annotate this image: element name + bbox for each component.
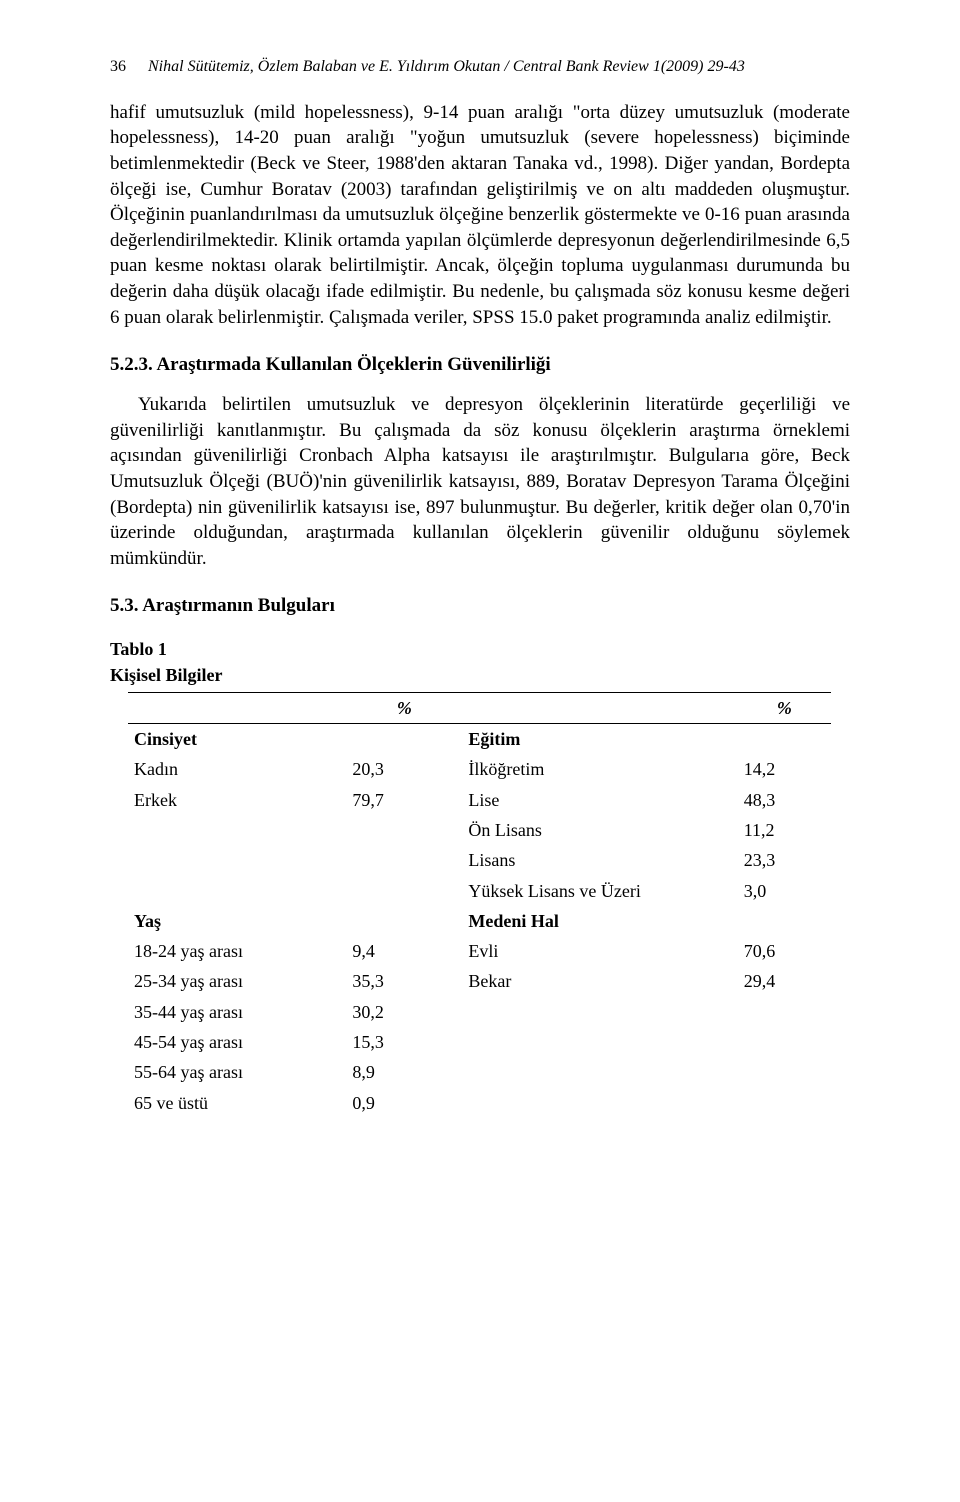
cell-value: 35,3 [346,966,462,996]
cell-value: 9,4 [346,936,462,966]
paragraph-2: Yukarıda belirtilen umutsuzluk ve depres… [110,392,850,571]
cell-label: 25-34 yaş arası [128,966,346,996]
section-heading-5-2-3: 5.2.3. Araştırmada Kullanılan Ölçeklerin… [110,352,850,378]
table-row: 35-44 yaş arası 30,2 [128,997,831,1027]
cell-value: 11,2 [738,815,831,845]
cell-value: 14,2 [738,754,831,784]
table-row: Yüksek Lisans ve Üzeri 3,0 [128,876,831,906]
cell-label: 18-24 yaş arası [128,936,346,966]
cell-value: 79,7 [346,785,462,815]
group-medeni-hal: Medeni Hal [462,906,737,936]
cell-label: 45-54 yaş arası [128,1027,346,1057]
table-subcaption: Kişisel Bilgiler [110,663,850,687]
cell-value: 30,2 [346,997,462,1027]
cell-label: 55-64 yaş arası [128,1057,346,1087]
cell-value: 48,3 [738,785,831,815]
table-row: 25-34 yaş arası 35,3 Bekar 29,4 [128,966,831,996]
cell-label: Bekar [462,966,737,996]
table-row: 65 ve üstü 0,9 [128,1088,831,1118]
page-header: 36 Nihal Sütütemiz, Özlem Balaban ve E. … [110,56,850,78]
cell-label: Yüksek Lisans ve Üzeri [462,876,737,906]
pct-header-left: % [346,692,462,723]
section-heading-5-3: 5.3. Araştırmanın Bulguları [110,593,850,619]
cell-value: 20,3 [346,754,462,784]
pct-header-right: % [738,692,831,723]
cell-value: 70,6 [738,936,831,966]
cell-label: İlköğretim [462,754,737,784]
table-row: 45-54 yaş arası 15,3 [128,1027,831,1057]
cell-label: Ön Lisans [462,815,737,845]
cell-label: Erkek [128,785,346,815]
cell-value: 0,9 [346,1088,462,1118]
cell-label: Kadın [128,754,346,784]
cell-label: 35-44 yaş arası [128,997,346,1027]
table-row: 55-64 yaş arası 8,9 [128,1057,831,1087]
group-yas: Yaş [128,906,346,936]
table-row: Ön Lisans 11,2 [128,815,831,845]
table-row: 18-24 yaş arası 9,4 Evli 70,6 [128,936,831,966]
cell-value: 15,3 [346,1027,462,1057]
table-kisisel-bilgiler: % % Cinsiyet Eğitim Kadın 20,3 İlköğreti… [128,692,831,1118]
cell-value: 29,4 [738,966,831,996]
cell-value: 23,3 [738,845,831,875]
cell-label: 65 ve üstü [128,1088,346,1118]
cell-value: 8,9 [346,1057,462,1087]
paragraph-1: hafif umutsuzluk (mild hopelessness), 9-… [110,100,850,331]
table-row: Kadın 20,3 İlköğretim 14,2 [128,754,831,784]
table-row: Lisans 23,3 [128,845,831,875]
table-caption: Tablo 1 [110,637,850,661]
group-cinsiyet: Cinsiyet [128,724,346,755]
cell-label: Lisans [462,845,737,875]
group-egitim: Eğitim [462,724,737,755]
page-number: 36 [110,56,126,78]
table-row: Erkek 79,7 Lise 48,3 [128,785,831,815]
cell-value: 3,0 [738,876,831,906]
header-authors: Nihal Sütütemiz, Özlem Balaban ve E. Yıl… [148,58,745,75]
cell-label: Lise [462,785,737,815]
cell-label: Evli [462,936,737,966]
